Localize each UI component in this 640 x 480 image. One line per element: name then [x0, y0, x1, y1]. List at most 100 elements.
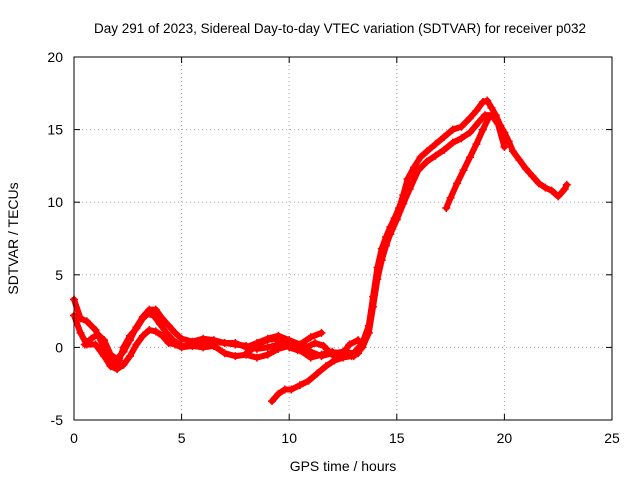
x-axis-label: GPS time / hours: [290, 458, 397, 474]
data-point: [220, 339, 229, 348]
series-track-f-points: [442, 112, 494, 213]
data-point: [382, 241, 391, 250]
data-point: [158, 331, 167, 340]
data-point: [457, 122, 466, 131]
x-tick-label: 20: [497, 430, 513, 446]
data-point: [472, 140, 481, 149]
data-point: [515, 156, 524, 165]
data-point: [459, 166, 468, 175]
data-point: [164, 339, 173, 348]
data-point: [100, 336, 109, 345]
data-point: [457, 134, 466, 143]
data-point: [304, 376, 313, 385]
data-point: [125, 352, 134, 361]
data-point: [422, 147, 431, 156]
y-tick-label: -5: [51, 412, 64, 428]
data-point: [440, 145, 449, 154]
series-track-a: [71, 97, 570, 368]
data-point: [504, 137, 513, 146]
data-point: [80, 340, 89, 349]
data-point: [274, 389, 283, 398]
data-point: [336, 352, 345, 361]
data-point: [125, 336, 134, 345]
data-point: [358, 343, 367, 352]
data-point: [220, 349, 229, 358]
data-point: [162, 328, 171, 337]
data-point: [132, 323, 141, 332]
data-point: [465, 128, 474, 137]
y-tick-label: 5: [55, 267, 63, 283]
data-point: [91, 340, 100, 349]
data-point: [448, 138, 457, 147]
data-point: [440, 132, 449, 141]
x-tick-label: 5: [178, 430, 186, 446]
data-point: [199, 334, 208, 343]
data-point: [354, 349, 363, 358]
data-point: [287, 385, 296, 394]
data-point: [285, 336, 294, 345]
data-point: [151, 305, 160, 314]
data-point: [138, 312, 147, 321]
data-point: [231, 352, 240, 361]
data-point: [541, 183, 550, 192]
data-point: [138, 331, 147, 340]
x-tick-label: 15: [389, 430, 405, 446]
data-point: [209, 336, 218, 345]
data-point: [328, 350, 337, 359]
data-point: [493, 119, 502, 128]
data-point: [485, 112, 494, 121]
data-point: [369, 302, 378, 311]
series-track-d: [269, 350, 362, 405]
data-point: [113, 355, 122, 364]
data-point: [302, 343, 311, 352]
data-point: [306, 353, 315, 362]
series-track-a-points: [70, 96, 571, 369]
data-point: [177, 334, 186, 343]
data-point: [267, 397, 276, 406]
data-point: [478, 125, 487, 134]
data-point: [509, 147, 518, 156]
data-point: [317, 350, 326, 359]
data-point: [487, 103, 496, 112]
data-point: [345, 340, 354, 349]
data-point: [478, 98, 487, 107]
data-point: [399, 199, 408, 208]
data-point: [560, 185, 569, 194]
data-point: [171, 328, 180, 337]
data-point: [453, 179, 462, 188]
data-point: [82, 317, 91, 326]
data-point: [354, 336, 363, 345]
data-point: [562, 180, 571, 189]
y-tick-label: 10: [47, 194, 63, 210]
data-point: [149, 311, 158, 320]
data-point: [87, 334, 96, 343]
data-point: [317, 328, 326, 337]
y-tick-label: 15: [47, 122, 63, 138]
data-point: [534, 179, 543, 188]
data-point: [442, 204, 451, 213]
data-point: [252, 353, 261, 362]
data-point: [76, 328, 85, 337]
data-point: [164, 321, 173, 330]
data-point: [311, 339, 320, 348]
data-point: [465, 113, 474, 122]
data-point: [373, 275, 382, 284]
data-point: [521, 164, 530, 173]
data-point: [259, 337, 268, 346]
data-point: [500, 143, 509, 152]
data-point: [132, 340, 141, 349]
data-point: [474, 118, 483, 127]
data-point: [285, 343, 294, 352]
data-point: [295, 381, 304, 390]
data-point: [465, 153, 474, 162]
data-point: [313, 369, 322, 378]
data-point: [306, 333, 315, 342]
data-point: [431, 140, 440, 149]
data-point: [483, 96, 492, 105]
data-point: [403, 174, 412, 183]
data-point: [188, 337, 197, 346]
data-point: [106, 362, 115, 371]
data-point: [405, 185, 414, 194]
data-point: [377, 256, 386, 265]
x-tick-label: 0: [70, 430, 78, 446]
